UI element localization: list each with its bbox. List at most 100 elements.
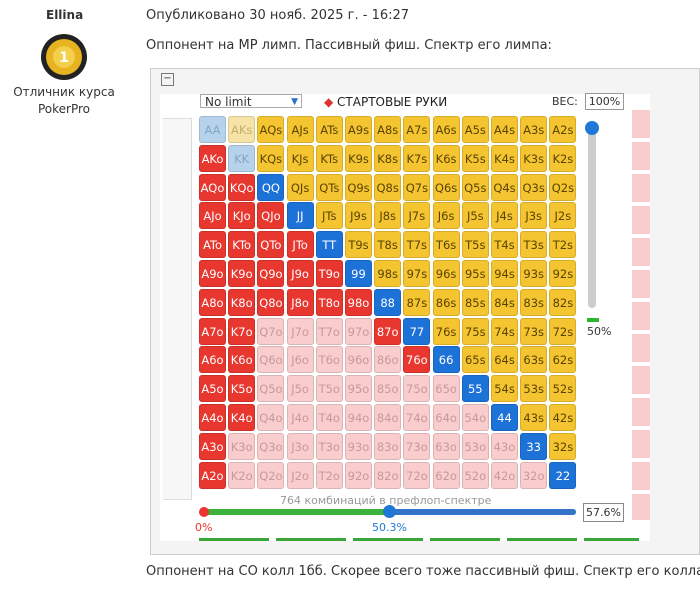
- hand-cell[interactable]: 65s: [461, 346, 489, 374]
- hand-cell[interactable]: 63o: [432, 432, 460, 460]
- hand-cell[interactable]: AJo: [199, 202, 226, 230]
- range-total[interactable]: 57.6%: [583, 503, 624, 522]
- hand-cell[interactable]: 94o: [345, 404, 372, 431]
- hand-cell[interactable]: 99: [345, 260, 372, 287]
- hand-cell[interactable]: A9o: [199, 260, 226, 287]
- hand-cell[interactable]: J9o: [286, 260, 314, 287]
- hand-cell[interactable]: 43s: [520, 404, 548, 431]
- hand-cell[interactable]: K5o: [228, 375, 256, 403]
- hand-cell[interactable]: 72o: [403, 461, 431, 489]
- hand-cell[interactable]: QJo: [257, 202, 285, 230]
- hand-cell[interactable]: K7o: [228, 317, 256, 345]
- hand-cell[interactable]: Q8s: [374, 173, 402, 201]
- hand-cell[interactable]: 84s: [491, 288, 518, 316]
- hand-cell[interactable]: 82s: [549, 288, 577, 316]
- hand-cell[interactable]: K3s: [520, 144, 548, 172]
- hand-cell[interactable]: 44: [491, 404, 518, 431]
- hand-cell[interactable]: 94s: [491, 260, 518, 287]
- hand-cell[interactable]: Q8o: [257, 288, 285, 316]
- hand-cell[interactable]: 96o: [345, 346, 372, 374]
- hand-cell[interactable]: 65o: [432, 375, 460, 403]
- hand-cell[interactable]: 93o: [345, 432, 372, 460]
- hand-cell[interactable]: J4s: [491, 202, 518, 230]
- range-knob-mid[interactable]: [383, 505, 396, 518]
- hand-cell[interactable]: KJs: [286, 144, 314, 172]
- author[interactable]: Ellina: [46, 8, 84, 22]
- hand-cell[interactable]: 83o: [374, 432, 402, 460]
- hand-cell[interactable]: T5o: [315, 375, 343, 403]
- hand-cell[interactable]: Q2o: [257, 461, 285, 489]
- hand-cell[interactable]: K9s: [345, 144, 372, 172]
- hand-cell[interactable]: 85o: [374, 375, 402, 403]
- hand-cell[interactable]: Q2s: [549, 173, 577, 201]
- hand-cell[interactable]: A3o: [199, 432, 226, 460]
- hand-cell[interactable]: 54s: [491, 375, 518, 403]
- hand-cell[interactable]: 75o: [403, 375, 431, 403]
- hand-cell[interactable]: JTo: [286, 231, 314, 259]
- hand-cell[interactable]: 86s: [432, 288, 460, 316]
- hand-cell[interactable]: 96s: [432, 260, 460, 287]
- hand-cell[interactable]: T3s: [520, 231, 548, 259]
- hand-cell[interactable]: 62s: [549, 346, 577, 374]
- hand-cell[interactable]: 77: [403, 317, 431, 345]
- hand-cell[interactable]: 64s: [491, 346, 518, 374]
- hand-cell[interactable]: 75s: [461, 317, 489, 345]
- hand-cell[interactable]: 33: [520, 432, 548, 460]
- hand-cell[interactable]: A4o: [199, 404, 226, 431]
- hand-cell[interactable]: 95s: [461, 260, 489, 287]
- hand-cell[interactable]: T2s: [549, 231, 577, 259]
- hand-cell[interactable]: 52s: [549, 375, 577, 403]
- hand-cell[interactable]: 32s: [549, 432, 577, 460]
- hand-cell[interactable]: KQo: [228, 173, 256, 201]
- hand-cell[interactable]: KTs: [315, 144, 343, 172]
- hand-cell[interactable]: 54o: [461, 404, 489, 431]
- hand-cell[interactable]: Q3s: [520, 173, 548, 201]
- hand-cell[interactable]: 76o: [403, 346, 431, 374]
- hand-cell[interactable]: A5s: [461, 116, 489, 143]
- hand-cell[interactable]: 32o: [520, 461, 548, 489]
- hand-cell[interactable]: K4s: [491, 144, 518, 172]
- hand-cell[interactable]: 97o: [345, 317, 372, 345]
- hand-cell[interactable]: QJs: [286, 173, 314, 201]
- hand-cell[interactable]: K5s: [461, 144, 489, 172]
- hand-cell[interactable]: K9o: [228, 260, 256, 287]
- hand-cell[interactable]: J2s: [549, 202, 577, 230]
- hand-cell[interactable]: QQ: [257, 173, 285, 201]
- hand-cell[interactable]: 72s: [549, 317, 577, 345]
- hand-cell[interactable]: K8o: [228, 288, 256, 316]
- hand-cell[interactable]: ATs: [315, 116, 343, 143]
- hand-cell[interactable]: AKs: [228, 116, 256, 143]
- hand-cell[interactable]: J5o: [286, 375, 314, 403]
- hand-cell[interactable]: T4s: [491, 231, 518, 259]
- hand-cell[interactable]: 43o: [491, 432, 518, 460]
- hand-cell[interactable]: J5s: [461, 202, 489, 230]
- hand-cell[interactable]: QTo: [257, 231, 285, 259]
- hand-cell[interactable]: AA: [199, 116, 226, 143]
- hand-cell[interactable]: K7s: [403, 144, 431, 172]
- hand-cell[interactable]: 42o: [491, 461, 518, 489]
- hand-cell[interactable]: T5s: [461, 231, 489, 259]
- hand-cell[interactable]: 87o: [374, 317, 402, 345]
- hand-cell[interactable]: QTs: [315, 173, 343, 201]
- hand-cell[interactable]: 87s: [403, 288, 431, 316]
- hand-cell[interactable]: K8s: [374, 144, 402, 172]
- hand-cell[interactable]: 73s: [520, 317, 548, 345]
- hand-cell[interactable]: Q9s: [345, 173, 372, 201]
- hand-cell[interactable]: Q5o: [257, 375, 285, 403]
- hand-cell[interactable]: KTo: [228, 231, 256, 259]
- hand-cell[interactable]: Q4s: [491, 173, 518, 201]
- hand-cell[interactable]: A8o: [199, 288, 226, 316]
- hand-cell[interactable]: J2o: [286, 461, 314, 489]
- hand-cell[interactable]: AJs: [286, 116, 314, 143]
- hand-cell[interactable]: T9o: [315, 260, 343, 287]
- range-knob-min[interactable]: [199, 507, 209, 517]
- hand-cell[interactable]: K3o: [228, 432, 256, 460]
- hand-cell[interactable]: AQo: [199, 173, 226, 201]
- hand-cell[interactable]: 22: [549, 461, 577, 489]
- hand-cell[interactable]: Q7s: [403, 173, 431, 201]
- hand-cell[interactable]: J3s: [520, 202, 548, 230]
- hand-cell[interactable]: Q6o: [257, 346, 285, 374]
- hand-cell[interactable]: A6s: [432, 116, 460, 143]
- hand-cell[interactable]: JJ: [286, 202, 314, 230]
- hand-cell[interactable]: A6o: [199, 346, 226, 374]
